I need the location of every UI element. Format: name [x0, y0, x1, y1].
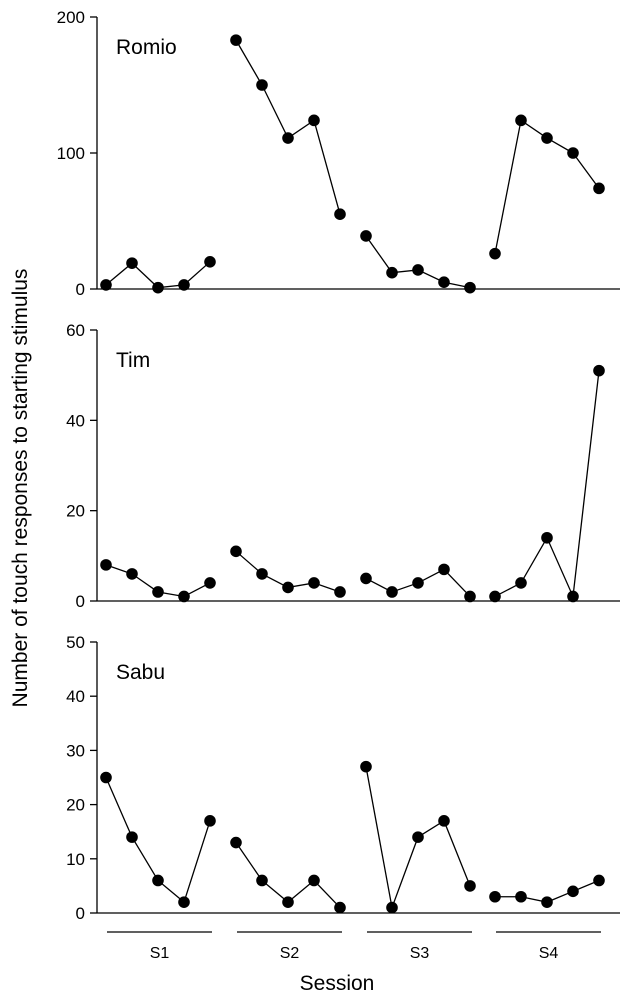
- panel-name: Sabu: [116, 661, 165, 684]
- y-axis-label: Number of touch responses to starting st…: [9, 269, 32, 708]
- series-line: [494, 370, 600, 599]
- data-point: [334, 901, 346, 914]
- data-point: [464, 590, 476, 603]
- session-label: S2: [280, 945, 300, 962]
- y-tick-label: 40: [66, 411, 85, 430]
- data-point: [282, 896, 294, 908]
- data-point: [412, 264, 424, 276]
- y-tick-label: 20: [66, 796, 85, 815]
- data-point: [464, 880, 476, 892]
- data-point: [256, 874, 268, 887]
- data-point: [593, 364, 605, 377]
- data-point: [567, 147, 579, 159]
- data-point: [178, 590, 190, 603]
- series-line: [235, 39, 341, 215]
- y-tick-label: 0: [76, 904, 85, 923]
- y-tick-label: 10: [66, 850, 85, 869]
- data-point: [541, 896, 553, 908]
- data-point: [386, 266, 398, 279]
- session-label: S4: [539, 945, 559, 962]
- data-point: [256, 79, 268, 91]
- data-point: [541, 531, 553, 544]
- data-point: [567, 590, 579, 603]
- data-point: [100, 559, 112, 571]
- data-point: [489, 890, 501, 903]
- data-point: [308, 577, 320, 589]
- panel-3: 0 10 20 30 40 50 Sabu: [66, 633, 620, 923]
- y-tick-label: 30: [66, 741, 85, 760]
- panels: 0 100 200 Romio 0 20 40 60 Tim 0 10 20 30 40 50 Sabu: [57, 8, 620, 923]
- data-point: [282, 132, 294, 144]
- data-point: [489, 247, 501, 260]
- y-tick-label: 0: [76, 592, 85, 611]
- data-point: [334, 208, 346, 220]
- data-point: [100, 771, 112, 784]
- data-point: [593, 874, 605, 887]
- data-point: [593, 182, 605, 195]
- data-point: [438, 563, 450, 576]
- data-point: [438, 276, 450, 289]
- data-point: [334, 586, 346, 598]
- data-point: [152, 281, 164, 294]
- session-label: S3: [410, 945, 430, 962]
- panel-name: Tim: [116, 349, 150, 372]
- data-point: [412, 577, 424, 589]
- data-point: [515, 890, 527, 903]
- y-tick-label: 20: [66, 502, 85, 521]
- series-line: [365, 235, 471, 289]
- data-point: [152, 874, 164, 887]
- data-point: [282, 581, 294, 594]
- data-point: [178, 896, 190, 908]
- y-tick-label: 0: [76, 280, 85, 299]
- data-point: [489, 590, 501, 603]
- data-point: [412, 831, 424, 843]
- data-point: [438, 815, 450, 827]
- data-point: [567, 885, 579, 898]
- data-point: [256, 568, 268, 580]
- data-point: [230, 34, 242, 46]
- session-label: S1: [150, 945, 170, 962]
- y-tick-label: 60: [66, 321, 85, 340]
- data-point: [308, 874, 320, 887]
- y-tick-label: 200: [57, 8, 85, 27]
- data-point: [152, 586, 164, 598]
- data-point: [541, 132, 553, 144]
- x-axis-label: Session: [300, 972, 375, 995]
- y-tick-label: 50: [66, 633, 85, 652]
- data-point: [515, 577, 527, 589]
- data-point: [100, 279, 112, 291]
- data-point: [360, 572, 372, 585]
- panel-name: Romio: [116, 36, 177, 59]
- data-point: [308, 114, 320, 127]
- data-point: [230, 545, 242, 558]
- y-tick-label: 100: [57, 144, 85, 163]
- panel-2: 0 20 40 60 Tim: [66, 321, 620, 611]
- y-tick-label: 40: [66, 687, 85, 706]
- session-axis: S1 S2 S3 S4: [107, 931, 601, 962]
- data-point: [386, 901, 398, 914]
- data-point: [204, 255, 216, 268]
- data-point: [464, 281, 476, 294]
- data-point: [178, 279, 190, 291]
- data-point: [360, 760, 372, 773]
- data-point: [204, 577, 216, 589]
- data-point: [230, 836, 242, 849]
- panel-1: 0 100 200 Romio: [57, 8, 620, 299]
- data-point: [126, 568, 138, 580]
- data-point: [386, 586, 398, 598]
- data-point: [126, 831, 138, 843]
- data-point: [515, 114, 527, 127]
- data-point: [360, 230, 372, 242]
- data-point: [126, 257, 138, 269]
- data-point: [204, 815, 216, 827]
